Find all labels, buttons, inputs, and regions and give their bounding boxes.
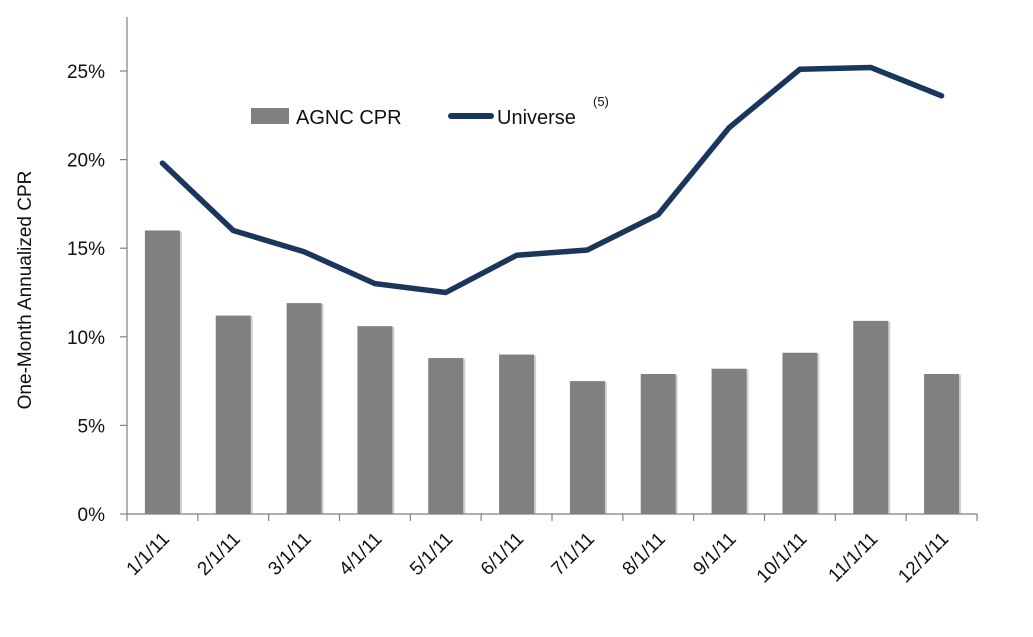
bar-agnc-cpr (357, 326, 393, 514)
x-tick-label: 6/1/11 (477, 529, 528, 580)
bar-agnc-cpr (853, 320, 889, 514)
y-tick-label: 25% (67, 62, 105, 83)
x-tick-label: 11/1/11 (825, 529, 883, 587)
x-tick-label: 2/1/11 (194, 529, 245, 580)
y-tick-label: 10% (67, 328, 105, 349)
bar-agnc-cpr (711, 368, 747, 514)
y-axis-title: One-Month Annualized CPR (15, 171, 36, 410)
y-tick-label: 20% (67, 151, 105, 172)
bar-agnc-cpr (782, 352, 818, 514)
y-tick-label: 5% (78, 416, 106, 437)
bars-layer (144, 230, 962, 515)
bar-agnc-cpr (499, 354, 535, 514)
x-tick-label: 4/1/11 (335, 529, 386, 580)
x-tick-label: 5/1/11 (406, 529, 457, 580)
axes-layer (126, 17, 977, 515)
x-tick-label: 7/1/11 (548, 529, 599, 580)
x-tick-label: 12/1/11 (894, 529, 953, 588)
bar-agnc-cpr (286, 303, 322, 514)
bar-agnc-cpr (144, 230, 180, 515)
x-tick-label: 10/1/11 (753, 529, 812, 588)
bar-agnc-cpr (569, 381, 605, 514)
legend-label-universe-superscript: (5) (593, 94, 609, 109)
bar-agnc-cpr (924, 374, 960, 514)
legend-swatch-agnc-cpr (251, 108, 289, 124)
bar-agnc-cpr (215, 315, 251, 514)
legend: AGNC CPR Universe (5) (251, 94, 609, 129)
legend-label-universe: Universe (497, 107, 576, 129)
x-tick-label: 3/1/11 (264, 529, 315, 580)
x-tick-label: 9/1/11 (689, 529, 740, 580)
x-tick-label: 1/1/11 (123, 529, 174, 580)
bar-agnc-cpr (428, 358, 464, 514)
bar-agnc-cpr (640, 374, 676, 514)
x-tick-label: 8/1/11 (619, 529, 670, 580)
y-tick-label: 15% (67, 239, 105, 260)
line-universe (159, 64, 945, 296)
legend-label-agnc-cpr: AGNC CPR (296, 107, 402, 129)
y-tick-label: 0% (78, 505, 106, 526)
line-layer (159, 64, 945, 296)
